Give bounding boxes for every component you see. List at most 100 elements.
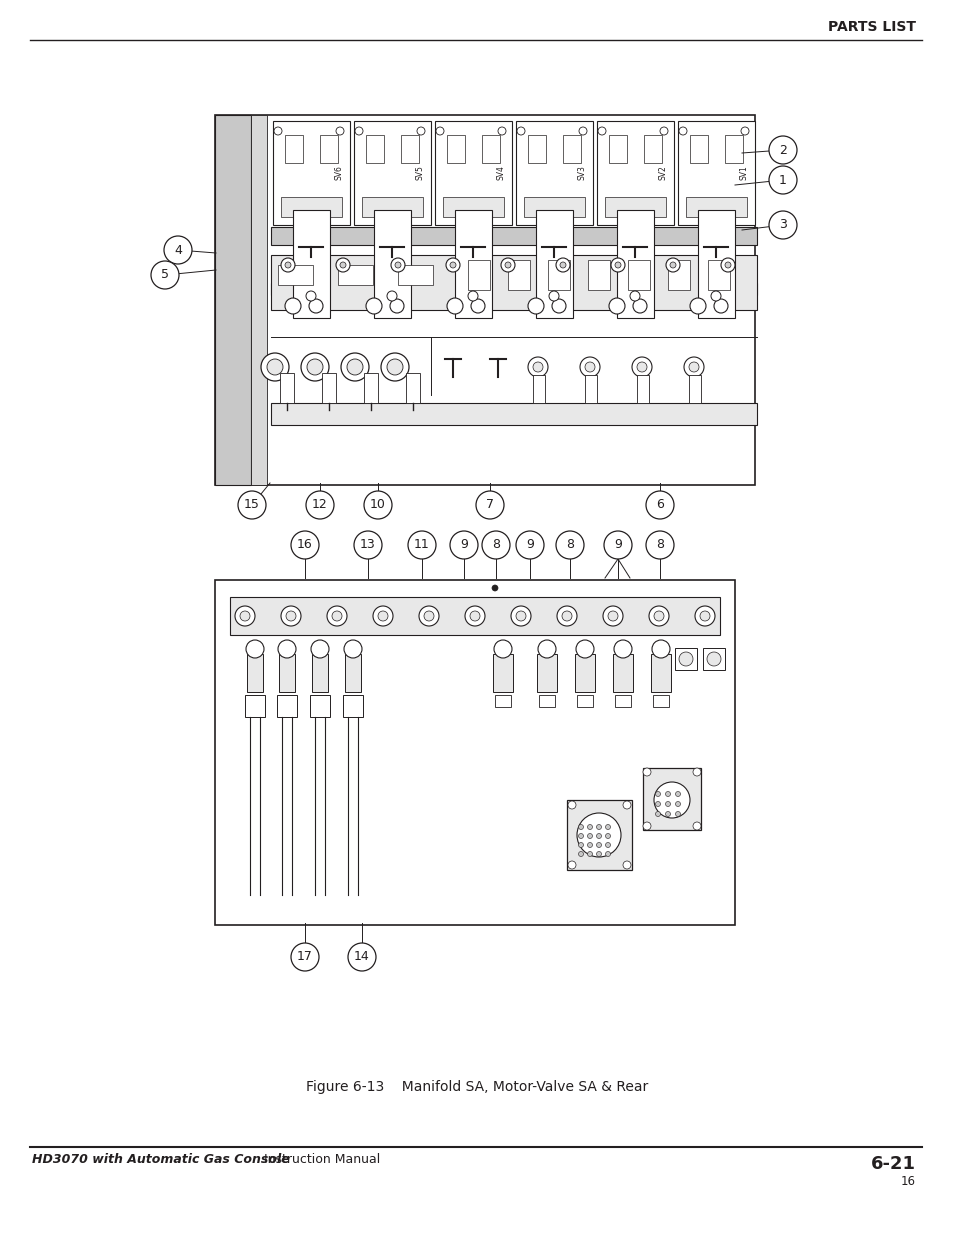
Bar — [366, 135, 384, 163]
Circle shape — [665, 811, 670, 816]
Text: 15: 15 — [244, 499, 259, 511]
Circle shape — [348, 944, 375, 971]
Circle shape — [675, 811, 679, 816]
Circle shape — [332, 611, 341, 621]
Bar — [507, 261, 530, 290]
Circle shape — [622, 802, 630, 809]
Circle shape — [306, 291, 315, 301]
Circle shape — [578, 842, 583, 847]
Text: 8: 8 — [492, 538, 499, 552]
Circle shape — [470, 611, 479, 621]
Circle shape — [579, 357, 599, 377]
Bar — [361, 198, 422, 217]
Text: 2: 2 — [779, 143, 786, 157]
Circle shape — [548, 291, 558, 301]
Text: SV1: SV1 — [740, 165, 748, 180]
Circle shape — [164, 236, 192, 264]
Circle shape — [710, 291, 720, 301]
Bar — [516, 121, 593, 225]
Text: 8: 8 — [656, 538, 663, 552]
Bar — [374, 210, 411, 317]
Text: 13: 13 — [359, 538, 375, 552]
Text: 6-21: 6-21 — [870, 1155, 915, 1173]
Text: 12: 12 — [312, 499, 328, 511]
Circle shape — [768, 136, 796, 164]
Circle shape — [654, 782, 689, 818]
Circle shape — [675, 802, 679, 806]
Circle shape — [706, 652, 720, 666]
Circle shape — [291, 944, 318, 971]
Circle shape — [622, 861, 630, 869]
Circle shape — [446, 258, 459, 272]
Circle shape — [240, 611, 250, 621]
Bar — [566, 800, 631, 869]
Text: 1/Ld: 1/Ld — [516, 269, 521, 280]
Circle shape — [450, 531, 477, 559]
Circle shape — [234, 606, 254, 626]
Text: 9: 9 — [459, 538, 468, 552]
Text: 4/AS: 4/AS — [716, 269, 720, 282]
Circle shape — [335, 258, 350, 272]
Text: SV7: SV7 — [303, 225, 318, 233]
Circle shape — [556, 258, 569, 272]
Bar — [604, 198, 665, 217]
Circle shape — [602, 606, 622, 626]
Bar — [281, 198, 341, 217]
Circle shape — [557, 606, 577, 626]
Bar — [278, 655, 294, 692]
Circle shape — [309, 299, 323, 312]
Bar — [685, 198, 746, 217]
Bar — [495, 695, 511, 706]
Bar — [637, 375, 648, 403]
Circle shape — [768, 211, 796, 240]
Circle shape — [584, 362, 595, 372]
Bar — [364, 373, 377, 403]
Circle shape — [608, 298, 624, 314]
Circle shape — [587, 842, 592, 847]
Circle shape — [576, 640, 594, 658]
Bar — [277, 266, 313, 285]
Circle shape — [504, 262, 511, 268]
Circle shape — [476, 492, 503, 519]
Circle shape — [695, 606, 714, 626]
Circle shape — [692, 823, 700, 830]
Circle shape — [500, 258, 515, 272]
Bar — [468, 261, 490, 290]
Text: 3/AS: 3/AS — [676, 269, 680, 282]
Circle shape — [629, 291, 639, 301]
Text: 8/d: 8/d — [352, 270, 357, 279]
Circle shape — [610, 258, 624, 272]
Circle shape — [578, 825, 583, 830]
Circle shape — [436, 127, 443, 135]
Circle shape — [387, 291, 396, 301]
Bar — [276, 695, 296, 718]
Text: 14: 14 — [354, 951, 370, 963]
Circle shape — [561, 611, 572, 621]
Text: 1/AS: 1/AS — [476, 269, 481, 282]
Circle shape — [527, 357, 547, 377]
Text: SV12: SV12 — [705, 225, 725, 233]
Text: 7/d: 7/d — [293, 270, 297, 279]
Circle shape — [395, 262, 400, 268]
Bar — [575, 655, 595, 692]
Circle shape — [645, 531, 673, 559]
Circle shape — [713, 299, 727, 312]
Bar — [442, 198, 503, 217]
Bar — [406, 373, 419, 403]
Circle shape — [692, 768, 700, 776]
Circle shape — [607, 611, 618, 621]
Bar — [247, 655, 263, 692]
Circle shape — [596, 842, 601, 847]
Bar — [285, 135, 303, 163]
Text: Instruction Manual: Instruction Manual — [260, 1153, 380, 1166]
Circle shape — [642, 823, 650, 830]
Text: 10: 10 — [370, 499, 386, 511]
Text: 5: 5 — [161, 268, 169, 282]
Circle shape — [301, 353, 329, 382]
Bar — [617, 210, 654, 317]
Circle shape — [577, 813, 620, 857]
Text: 2/Ld: 2/Ld — [636, 269, 640, 280]
Bar — [245, 695, 265, 718]
Bar — [587, 261, 609, 290]
Circle shape — [494, 640, 512, 658]
